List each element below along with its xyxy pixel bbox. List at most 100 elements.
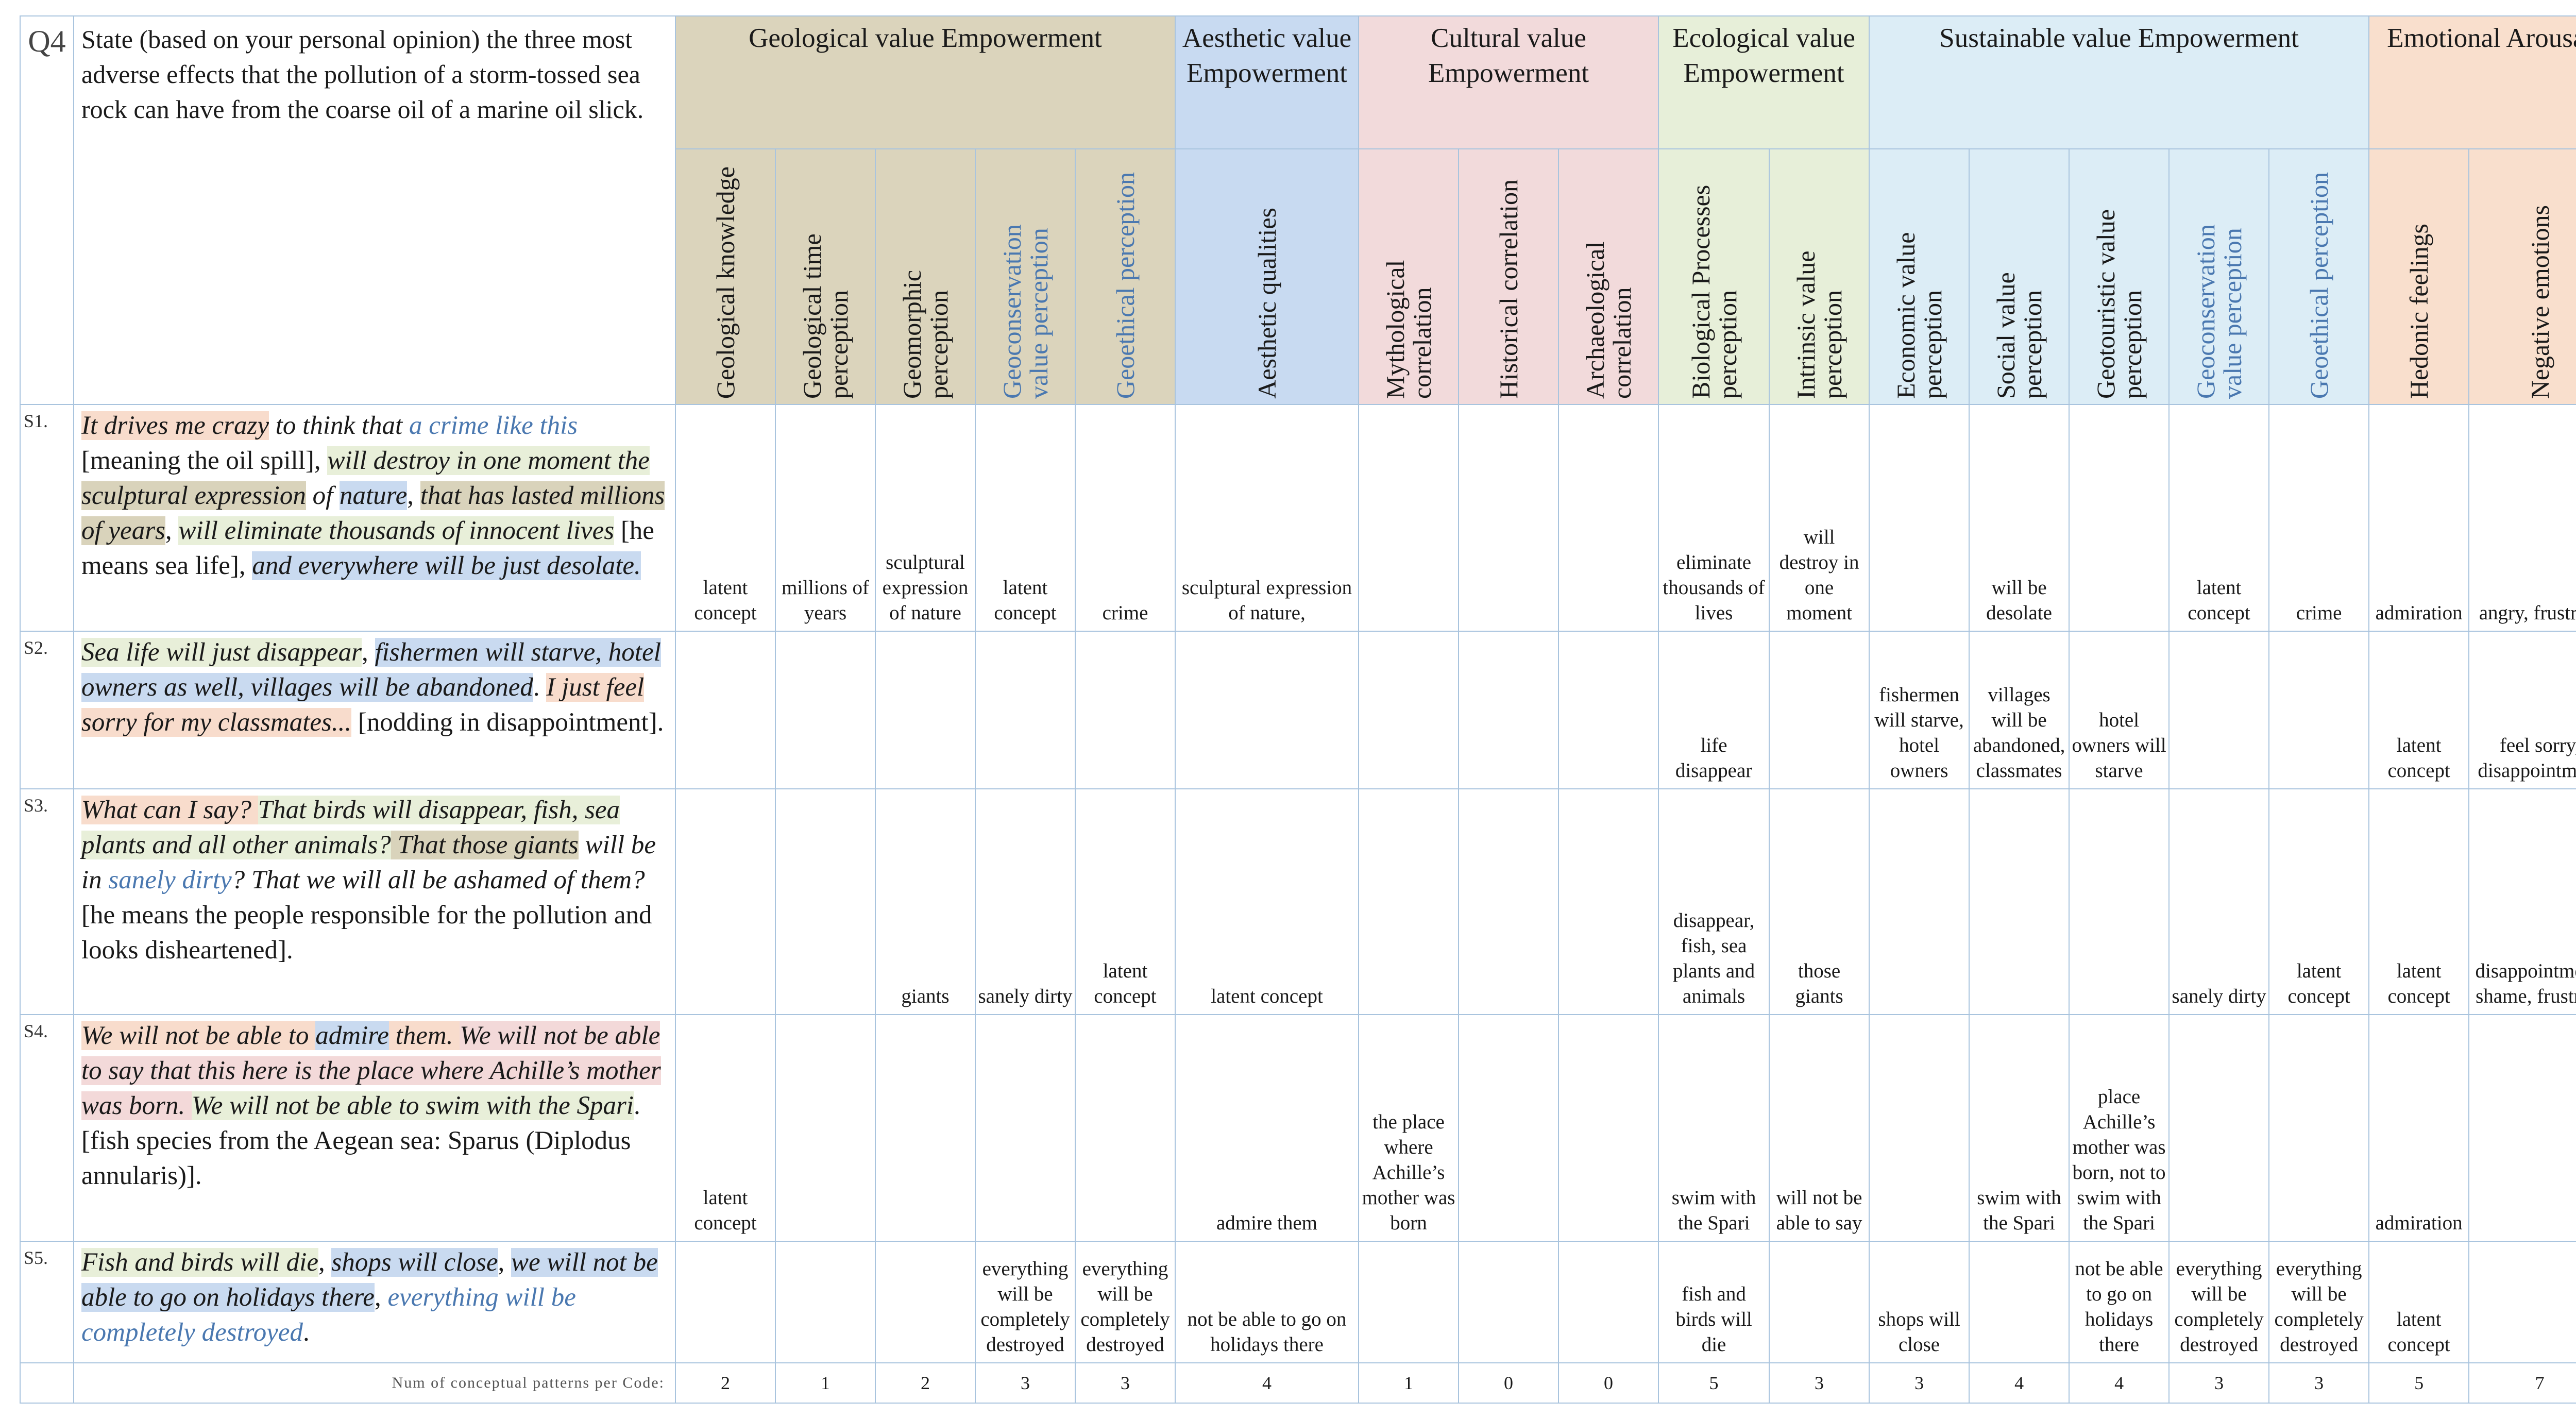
code-cell — [2468, 1241, 2576, 1363]
subheader-label: Geological time perception — [798, 233, 853, 399]
code-cell: feel sorry, disappointment — [2468, 631, 2576, 789]
pattern-count: 7 — [2468, 1362, 2576, 1404]
code-cell — [775, 1241, 876, 1363]
subheader-label: Geotouristic value perception — [2091, 209, 2147, 399]
code-cell: latent concept — [2268, 788, 2370, 1015]
response-segment: [he means the people responsible for the… — [81, 901, 652, 965]
response-text: We will not be able to admire them. We w… — [73, 1014, 676, 1242]
response-segment: and everywhere will be just desolate. — [252, 551, 641, 580]
subheader-1: Geological time perception — [775, 148, 876, 405]
response-segment: We will not be able to swim with the Spa… — [191, 1091, 634, 1120]
pattern-count: 3 — [1769, 1362, 1870, 1404]
code-cell: everything will be completely destroyed — [2268, 1241, 2370, 1363]
response-segment: to think that — [268, 411, 409, 440]
code-cell: disappear, fish, sea plants and animals — [1658, 788, 1770, 1015]
response-segment: , — [318, 1248, 332, 1277]
response-segment: ? That we will all be ashamed of them? — [231, 866, 645, 894]
group-header-geological: Geological value Empowerment — [674, 15, 1176, 149]
code-cell: crime — [2268, 404, 2370, 632]
group-header-ecological: Ecological value Empowerment — [1658, 15, 1870, 149]
response-segment: . [fish species from the Aegean sea: Spa… — [81, 1091, 640, 1190]
response-segment: What can I say? — [81, 796, 258, 824]
code-cell — [1869, 1014, 1970, 1242]
pattern-count: 3 — [1869, 1362, 1970, 1404]
response-segment: admire — [315, 1021, 389, 1050]
group-header-cultural: Cultural value Empowerment — [1358, 15, 1659, 149]
subheader-14: Geoconservation value perception — [2168, 148, 2270, 405]
subheader-label: Hedonic feelings — [2404, 223, 2434, 399]
coding-table: Q4 State (based on your personal opinion… — [20, 15, 2576, 1404]
subheader-15: Geoethical perception — [2268, 148, 2370, 405]
code-cell — [1074, 1014, 1176, 1242]
code-cell: latent concept — [975, 404, 1076, 632]
code-cell — [675, 788, 776, 1015]
subheader-7: Historical correlation — [1458, 148, 1560, 405]
code-cell: place Achille’s mother was born, not to … — [2069, 1014, 2170, 1242]
subheader-8: Archaeological correlation — [1558, 148, 1659, 405]
code-cell — [975, 631, 1076, 789]
code-cell — [775, 631, 876, 789]
pattern-count: 3 — [2168, 1362, 2270, 1404]
subheader-label: Historical correlation — [1494, 179, 1523, 399]
row-id: S3. — [20, 788, 74, 1015]
subheader-6: Mythological correlation — [1358, 148, 1460, 405]
code-cell: latent concept — [2368, 788, 2470, 1015]
pattern-count: 0 — [1458, 1362, 1560, 1404]
code-cell — [2468, 1014, 2576, 1242]
code-cell: those giants — [1769, 788, 1870, 1015]
code-cell: latent concept — [1175, 788, 1360, 1015]
code-cell: not be able to go on holidays there — [2069, 1241, 2170, 1363]
subheader-12: Social value perception — [1969, 148, 2070, 405]
code-cell: will be desolate — [1969, 404, 2070, 632]
subheader-3: Geoconservation value perception — [975, 148, 1076, 405]
response-text: It drives me crazy to think that a crime… — [73, 404, 676, 632]
response-segment: sanely dirty — [108, 866, 232, 894]
code-cell — [1458, 1241, 1560, 1363]
pattern-count: 4 — [2069, 1362, 2170, 1404]
pattern-count: 2 — [675, 1362, 776, 1404]
code-cell — [1458, 788, 1560, 1015]
code-cell: admire them — [1175, 1014, 1360, 1242]
pattern-count: 5 — [2368, 1362, 2470, 1404]
subheader-17: Negative emotions — [2468, 148, 2576, 405]
code-cell — [1869, 788, 1970, 1015]
response-segment: . — [533, 673, 547, 702]
pattern-count: 1 — [1358, 1362, 1460, 1404]
code-cell — [1175, 631, 1360, 789]
code-cell — [1358, 788, 1460, 1015]
code-cell — [1769, 1241, 1870, 1363]
pattern-count: 5 — [1658, 1362, 1770, 1404]
footer-blank — [20, 1362, 74, 1404]
response-text: What can I say? That birds will disappea… — [73, 788, 676, 1015]
response-segment: Fish and birds will die — [81, 1248, 318, 1277]
response-segment: nature — [340, 481, 408, 510]
code-cell — [1458, 404, 1560, 632]
code-cell: life disappear — [1658, 631, 1770, 789]
pattern-count: 4 — [1175, 1362, 1360, 1404]
response-segment: [he means sea life], — [81, 516, 654, 580]
subheader-label: Social value perception — [1991, 272, 2047, 399]
group-header-aesthetic: Aesthetic value Empowerment — [1175, 15, 1360, 149]
code-cell — [1558, 1241, 1659, 1363]
response-segment: will be in — [81, 831, 656, 894]
row-id: S2. — [20, 631, 74, 789]
code-cell — [2268, 1014, 2370, 1242]
subheader-0: Geological knowledge — [675, 148, 776, 405]
response-segment: will eliminate thousands of innocent liv… — [178, 516, 615, 545]
response-segment: Sea life will just disappear — [81, 638, 362, 667]
code-cell — [1358, 631, 1460, 789]
group-header-sustainable: Sustainable value Empowerment — [1869, 15, 2370, 149]
code-cell: will destroy in one moment — [1769, 404, 1870, 632]
subheader-11: Economic value perception — [1869, 148, 1970, 405]
code-cell — [1558, 788, 1659, 1015]
code-cell: latent concept — [2368, 631, 2470, 789]
subheader-10: Intrinsic value perception — [1769, 148, 1870, 405]
subheader-label: Geoconservation value perception — [2191, 224, 2247, 399]
subheader-label: Economic value perception — [1891, 232, 1947, 399]
subheader-label: Geoethical perception — [2304, 172, 2334, 399]
code-cell: latent concept — [2168, 404, 2270, 632]
code-cell — [1769, 631, 1870, 789]
code-cell — [1358, 1241, 1460, 1363]
subheader-label: Geoethical perception — [1111, 172, 1140, 399]
